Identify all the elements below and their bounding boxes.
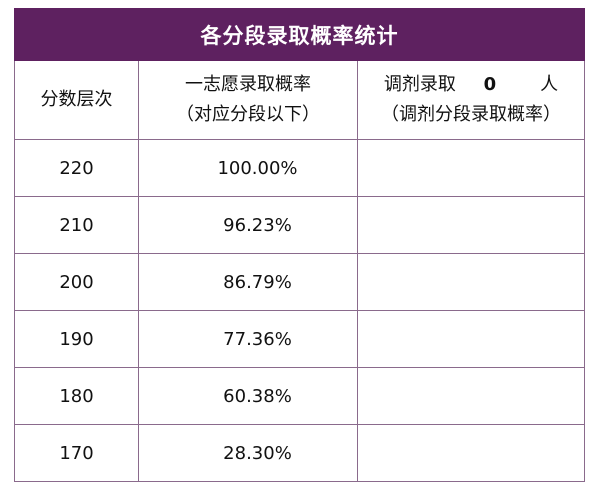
header-adjust-rate: 调剂录取 0 人 （调剂分段录取概率） — [357, 60, 585, 140]
table-row: 200 86.79% — [14, 253, 585, 311]
adjust-cell — [357, 367, 585, 425]
score-cell: 220 — [14, 139, 139, 197]
table-title: 各分段录取概率统计 — [14, 8, 585, 61]
header-first-choice-rate: 一志愿录取概率 （对应分段以下） — [138, 60, 358, 140]
rate-cell: 86.79% — [138, 253, 358, 311]
table-row: 220 100.00% — [14, 139, 585, 197]
header-adjust-count: 0 — [483, 74, 497, 95]
rate-cell: 100.00% — [138, 139, 358, 197]
header-first-choice-line1: 一志愿录取概率 — [185, 74, 311, 95]
rate-cell: 60.38% — [138, 367, 358, 425]
adjust-cell — [357, 424, 585, 482]
adjust-cell — [357, 253, 585, 311]
adjust-cell — [357, 310, 585, 368]
rate-cell: 96.23% — [138, 196, 358, 254]
header-first-choice-line2: （对应分段以下） — [176, 104, 320, 125]
admission-probability-table: 各分段录取概率统计 分数层次 一志愿录取概率 （对应分段以下） 调剂录取 0 人 … — [14, 8, 585, 482]
adjust-cell — [357, 196, 585, 254]
adjust-cell — [357, 139, 585, 197]
score-cell: 200 — [14, 253, 139, 311]
table-row: 210 96.23% — [14, 196, 585, 254]
header-adjust-suffix: 人 — [540, 74, 559, 95]
table-row: 190 77.36% — [14, 310, 585, 368]
score-cell: 180 — [14, 367, 139, 425]
table-row: 180 60.38% — [14, 367, 585, 425]
score-cell: 210 — [14, 196, 139, 254]
header-row: 分数层次 一志愿录取概率 （对应分段以下） 调剂录取 0 人 （调剂分段录取概率） — [14, 60, 585, 140]
header-adjust-line2: （调剂分段录取概率） — [381, 104, 561, 125]
score-cell: 170 — [14, 424, 139, 482]
rate-cell: 77.36% — [138, 310, 358, 368]
score-cell: 190 — [14, 310, 139, 368]
stats-table-container: 各分段录取概率统计 分数层次 一志愿录取概率 （对应分段以下） 调剂录取 0 人 … — [14, 8, 585, 482]
header-adjust-line1: 调剂录取 0 人 — [359, 70, 583, 100]
table-row: 170 28.30% — [14, 424, 585, 482]
header-score-level: 分数层次 — [14, 60, 139, 140]
header-adjust-prefix: 调剂录取 — [383, 74, 456, 95]
rate-cell: 28.30% — [138, 424, 358, 482]
